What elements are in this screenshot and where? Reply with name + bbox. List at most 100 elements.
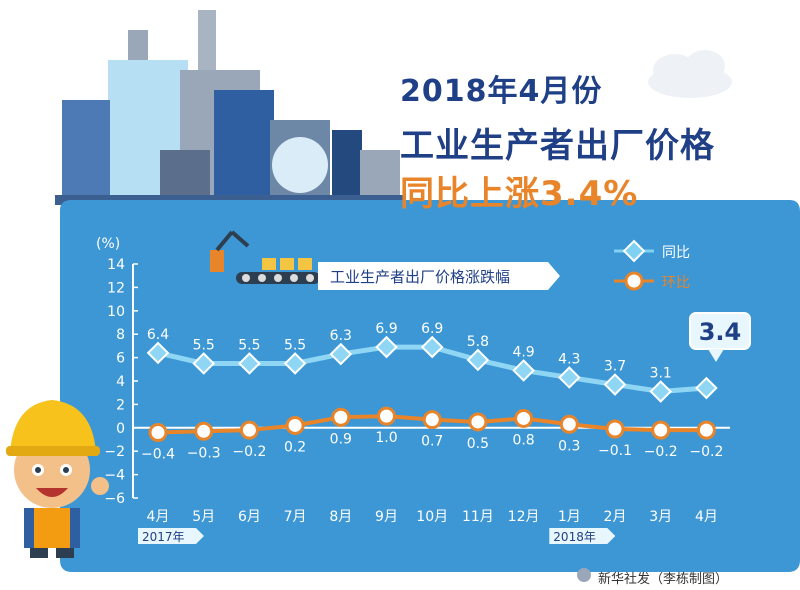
mom-point [651,420,671,440]
y-axis-unit: (%) [96,236,120,252]
page-title-line1: 2018年4月份 [400,74,603,109]
year-label: 2018年 [553,530,596,544]
legend-marker-yoy [622,239,646,263]
mom-data-label: −0.1 [598,443,632,459]
yoy-data-label: 6.3 [330,328,352,344]
mom-point [285,415,305,435]
x-tick-label: 10月 [416,509,448,525]
source-credit: 新华社发（李栋制图） [598,572,729,587]
yoy-point [283,352,307,375]
mom-point [696,420,716,440]
yoy-point [695,376,718,400]
mom-data-label: −0.2 [644,444,678,460]
mom-point [422,410,442,430]
mom-point [194,421,214,441]
mom-point [514,408,534,428]
mom-data-label: 1.0 [375,430,397,446]
yoy-point [238,352,261,375]
y-tick-label: −6 [104,491,125,507]
conveyor-robot-icon [210,230,320,284]
yoy-point [649,380,673,403]
y-tick-label: 10 [107,304,125,320]
x-tick-label: 7月 [284,509,307,525]
yoy-point [146,341,170,365]
chart-title: 工业生产者出厂价格涨跌幅 [330,268,510,286]
yoy-data-label: 5.8 [467,334,489,350]
x-tick-label: 9月 [375,509,398,525]
x-tick-label: 8月 [329,509,352,525]
legend-label-mom: 环比 [662,275,690,291]
y-tick-label: 2 [116,397,125,413]
x-tick-labels: 4月 5月 6月 7月 8月 9月 10月 11月 12月 1月 2月 3月 4月 [147,509,718,525]
yoy-point [512,359,535,382]
year-label-box [138,528,204,544]
x-tick-label: 3月 [649,509,672,525]
xinhua-logo-icon [577,568,591,582]
year-label-box [549,528,616,544]
series-mom: −0.4 −0.3 −0.2 0.2 0.9 1.0 0.7 0.5 0.8 0.3 −0.1 −0.… [141,406,723,462]
yoy-data-label: 6.9 [375,321,397,337]
callout-value: 3.4 [699,318,742,346]
mom-point [605,419,625,439]
mom-point [331,407,351,427]
y-tick-labels: 14 12 10 8 6 4 2 0 −2 −4 −6 [104,257,138,507]
yoy-point [375,335,398,359]
x-tick-label: 11月 [462,509,494,525]
page-title-line2: 工业生产者出厂价格 [400,126,715,166]
yoy-point [329,342,353,366]
mom-data-label: 0.3 [558,438,580,454]
yoy-data-label: 6.9 [421,321,443,337]
y-tick-label: 4 [116,374,125,390]
legend: 同比 环比 [614,239,690,291]
mom-point [148,422,168,442]
legend-marker-mom [624,271,644,291]
yoy-point [603,373,627,396]
factory-illustration [55,10,405,210]
y-tick-label: 8 [116,327,125,343]
mom-data-label: −0.2 [689,444,723,460]
mom-data-label: 0.8 [512,432,534,448]
legend-label-yoy: 同比 [662,245,690,261]
mom-data-label: −0.4 [141,446,175,462]
yoy-point [420,335,444,359]
x-tick-label: 4月 [147,509,170,525]
x-tick-label: 5月 [192,509,215,525]
year-label: 2017年 [142,530,185,544]
mom-data-label: 0.5 [467,436,489,452]
page-title-line3: 同比上涨3.4% [400,174,639,214]
callout-bubble: 3.4 [689,312,751,362]
yoy-point [557,366,581,389]
mom-point [377,406,396,426]
yoy-data-label: 5.5 [238,337,260,353]
y-tick-label: 6 [116,351,125,367]
x-tick-label: 6月 [238,509,261,525]
x-tick-label: 1月 [558,509,581,525]
x-tick-label: 4月 [695,509,718,525]
mom-data-label: 0.7 [421,434,443,450]
y-tick-label: 14 [107,257,125,273]
y-tick-label: −4 [104,468,125,484]
mom-data-label: −0.2 [232,444,266,460]
mom-data-label: 0.9 [330,431,352,447]
chart-subtitle-box: 工业生产者出厂价格涨跌幅 [318,262,560,290]
yoy-data-label: 6.4 [147,327,169,343]
chart-panel [60,200,800,572]
year-labels: 2017年 2018年 [138,528,616,544]
yoy-data-label: 3.7 [604,359,626,375]
mom-point [468,412,488,432]
yoy-data-label: 4.9 [512,344,534,360]
yoy-data-label: 3.1 [650,366,672,382]
x-tick-label: 12月 [508,509,540,525]
mom-data-label: −0.3 [187,445,221,461]
y-tick-label: 0 [116,421,125,437]
x-tick-label: 2月 [604,509,627,525]
mom-data-label: 0.2 [284,439,306,455]
worker-mascot [6,400,109,558]
y-tick-label: 12 [107,280,125,296]
yoy-data-label: 4.3 [558,351,580,367]
yoy-data-label: 5.5 [193,337,215,353]
yoy-data-label: 5.5 [284,337,306,353]
yoy-point [466,348,490,372]
y-tick-label: −2 [104,444,125,460]
